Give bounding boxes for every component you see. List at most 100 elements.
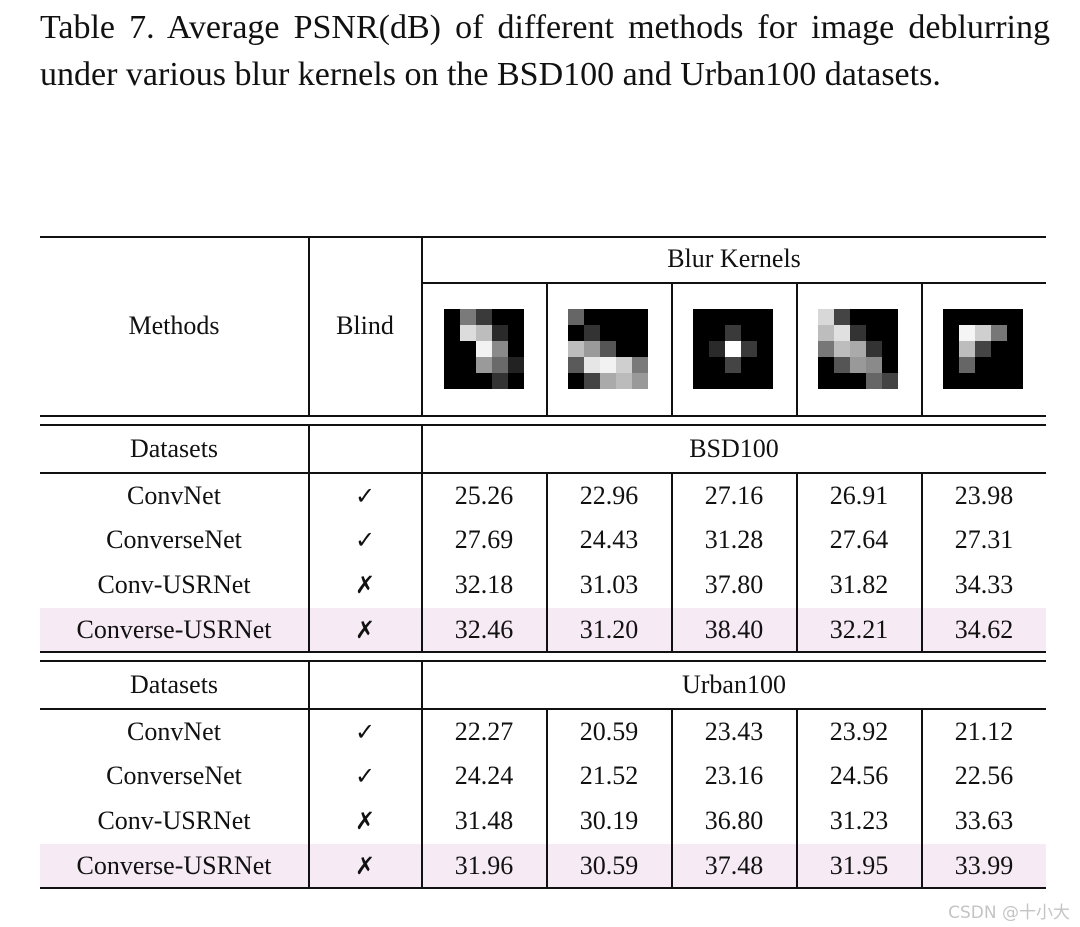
- section-divider-rule: [40, 651, 1046, 653]
- method-name: Conv-USRNet: [97, 806, 251, 835]
- method-name: ConvNet: [127, 717, 221, 746]
- col-rule: [671, 708, 673, 887]
- col-rule: [308, 424, 310, 651]
- psnr-value: 38.40: [704, 615, 764, 644]
- psnr-value: 23.98: [954, 481, 1014, 510]
- psnr-value: 37.80: [704, 570, 764, 599]
- diagonal-blob-kernel-icon: [444, 309, 524, 389]
- psnr-value: 25.26: [454, 481, 514, 510]
- point-kernel-icon: [693, 309, 773, 389]
- col-rule: [671, 472, 673, 651]
- dataset-name-bsd100: BSD100: [689, 433, 779, 463]
- col-rule: [921, 708, 923, 887]
- psnr-value: 27.16: [704, 481, 764, 510]
- kernel-header-rule: [422, 282, 1046, 284]
- horizontal-streak-kernel-icon: [568, 309, 648, 389]
- blind-mark: ✗: [354, 571, 376, 599]
- psnr-value: 32.46: [454, 615, 514, 644]
- section-divider-rule-2: [40, 660, 1046, 662]
- corner-kernel-icon: [943, 309, 1023, 389]
- col-rule: [308, 660, 310, 887]
- top-rule: [40, 236, 1046, 238]
- blind-mark: ✓: [354, 762, 376, 790]
- method-name: Converse-USRNet: [76, 851, 272, 880]
- col-rule: [308, 236, 310, 415]
- psnr-value: 23.16: [704, 761, 764, 790]
- dataset-name-urban100: Urban100: [682, 669, 786, 699]
- psnr-value: 30.19: [579, 806, 639, 835]
- method-name: Converse-USRNet: [76, 615, 272, 644]
- bsd100-subheader-rule: [40, 472, 1046, 474]
- col-rule: [421, 236, 423, 415]
- psnr-value: 21.52: [579, 761, 639, 790]
- psnr-value: 31.03: [579, 570, 639, 599]
- psnr-value: 34.62: [954, 615, 1014, 644]
- table-caption: Table 7. Average PSNR(dB) of different m…: [40, 9, 1050, 93]
- method-name: ConvNet: [127, 481, 221, 510]
- col-rule: [921, 472, 923, 651]
- col-rule: [671, 282, 673, 415]
- methods-header: Methods: [128, 310, 220, 340]
- col-rule: [421, 424, 423, 651]
- psnr-value: 31.82: [829, 570, 889, 599]
- psnr-value: 22.27: [454, 717, 514, 746]
- psnr-value: 30.59: [579, 851, 639, 880]
- psnr-value: 34.33: [954, 570, 1014, 599]
- psnr-value: 22.56: [954, 761, 1014, 790]
- psnr-value: 32.21: [829, 615, 889, 644]
- header-bottom-rule-2: [40, 424, 1046, 426]
- blind-mark: ✗: [354, 616, 376, 644]
- highlight-row-bsd100: [40, 608, 1046, 652]
- diagonal-streak-kernel-icon: [818, 309, 898, 389]
- psnr-value: 31.96: [454, 851, 514, 880]
- psnr-value: 23.43: [704, 717, 764, 746]
- psnr-value: 24.24: [454, 761, 514, 790]
- psnr-value: 32.18: [454, 570, 514, 599]
- col-rule: [421, 660, 423, 887]
- highlight-row-urban100: [40, 844, 1046, 888]
- header-bottom-rule: [40, 415, 1046, 417]
- psnr-value: 27.69: [454, 525, 514, 554]
- method-name: Conv-USRNet: [97, 570, 251, 599]
- col-rule: [796, 282, 798, 415]
- blind-mark: ✗: [354, 807, 376, 835]
- psnr-value: 31.95: [829, 851, 889, 880]
- blind-mark: ✓: [354, 526, 376, 554]
- col-rule: [796, 472, 798, 651]
- blind-mark: ✓: [354, 718, 376, 746]
- psnr-value: 33.63: [954, 806, 1014, 835]
- psnr-value: 36.80: [704, 806, 764, 835]
- psnr-value: 31.48: [454, 806, 514, 835]
- psnr-results-table: Methods Blind Blur Kernels Datasets BSD1…: [40, 236, 1046, 890]
- method-name: ConverseNet: [106, 761, 242, 790]
- psnr-value: 37.48: [704, 851, 764, 880]
- psnr-value: 23.92: [829, 717, 889, 746]
- col-rule: [921, 282, 923, 415]
- blind-mark: ✗: [354, 852, 376, 880]
- psnr-value: 26.91: [829, 481, 889, 510]
- blur-kernels-header: Blur Kernels: [667, 244, 801, 273]
- col-rule: [546, 472, 548, 651]
- psnr-value: 31.23: [829, 806, 889, 835]
- psnr-value: 20.59: [579, 717, 639, 746]
- bottom-rule: [40, 887, 1046, 889]
- psnr-value: 33.99: [954, 851, 1014, 880]
- psnr-value: 31.20: [579, 615, 639, 644]
- blind-mark: ✓: [354, 482, 376, 510]
- psnr-value: 27.31: [954, 525, 1014, 554]
- method-name: ConverseNet: [106, 525, 242, 554]
- blind-header: Blind: [336, 310, 394, 340]
- psnr-value: 21.12: [954, 717, 1014, 746]
- urban100-subheader-rule: [40, 708, 1046, 710]
- col-rule: [546, 282, 548, 415]
- psnr-value: 27.64: [829, 525, 889, 554]
- csdn-watermark: CSDN @十小大: [948, 903, 1070, 923]
- col-rule: [796, 708, 798, 887]
- psnr-value: 24.56: [829, 761, 889, 790]
- datasets-label: Datasets: [129, 433, 219, 463]
- psnr-value: 24.43: [579, 525, 639, 554]
- psnr-value: 31.28: [704, 525, 764, 554]
- col-rule: [546, 708, 548, 887]
- psnr-value: 22.96: [579, 481, 639, 510]
- datasets-label: Datasets: [129, 669, 219, 699]
